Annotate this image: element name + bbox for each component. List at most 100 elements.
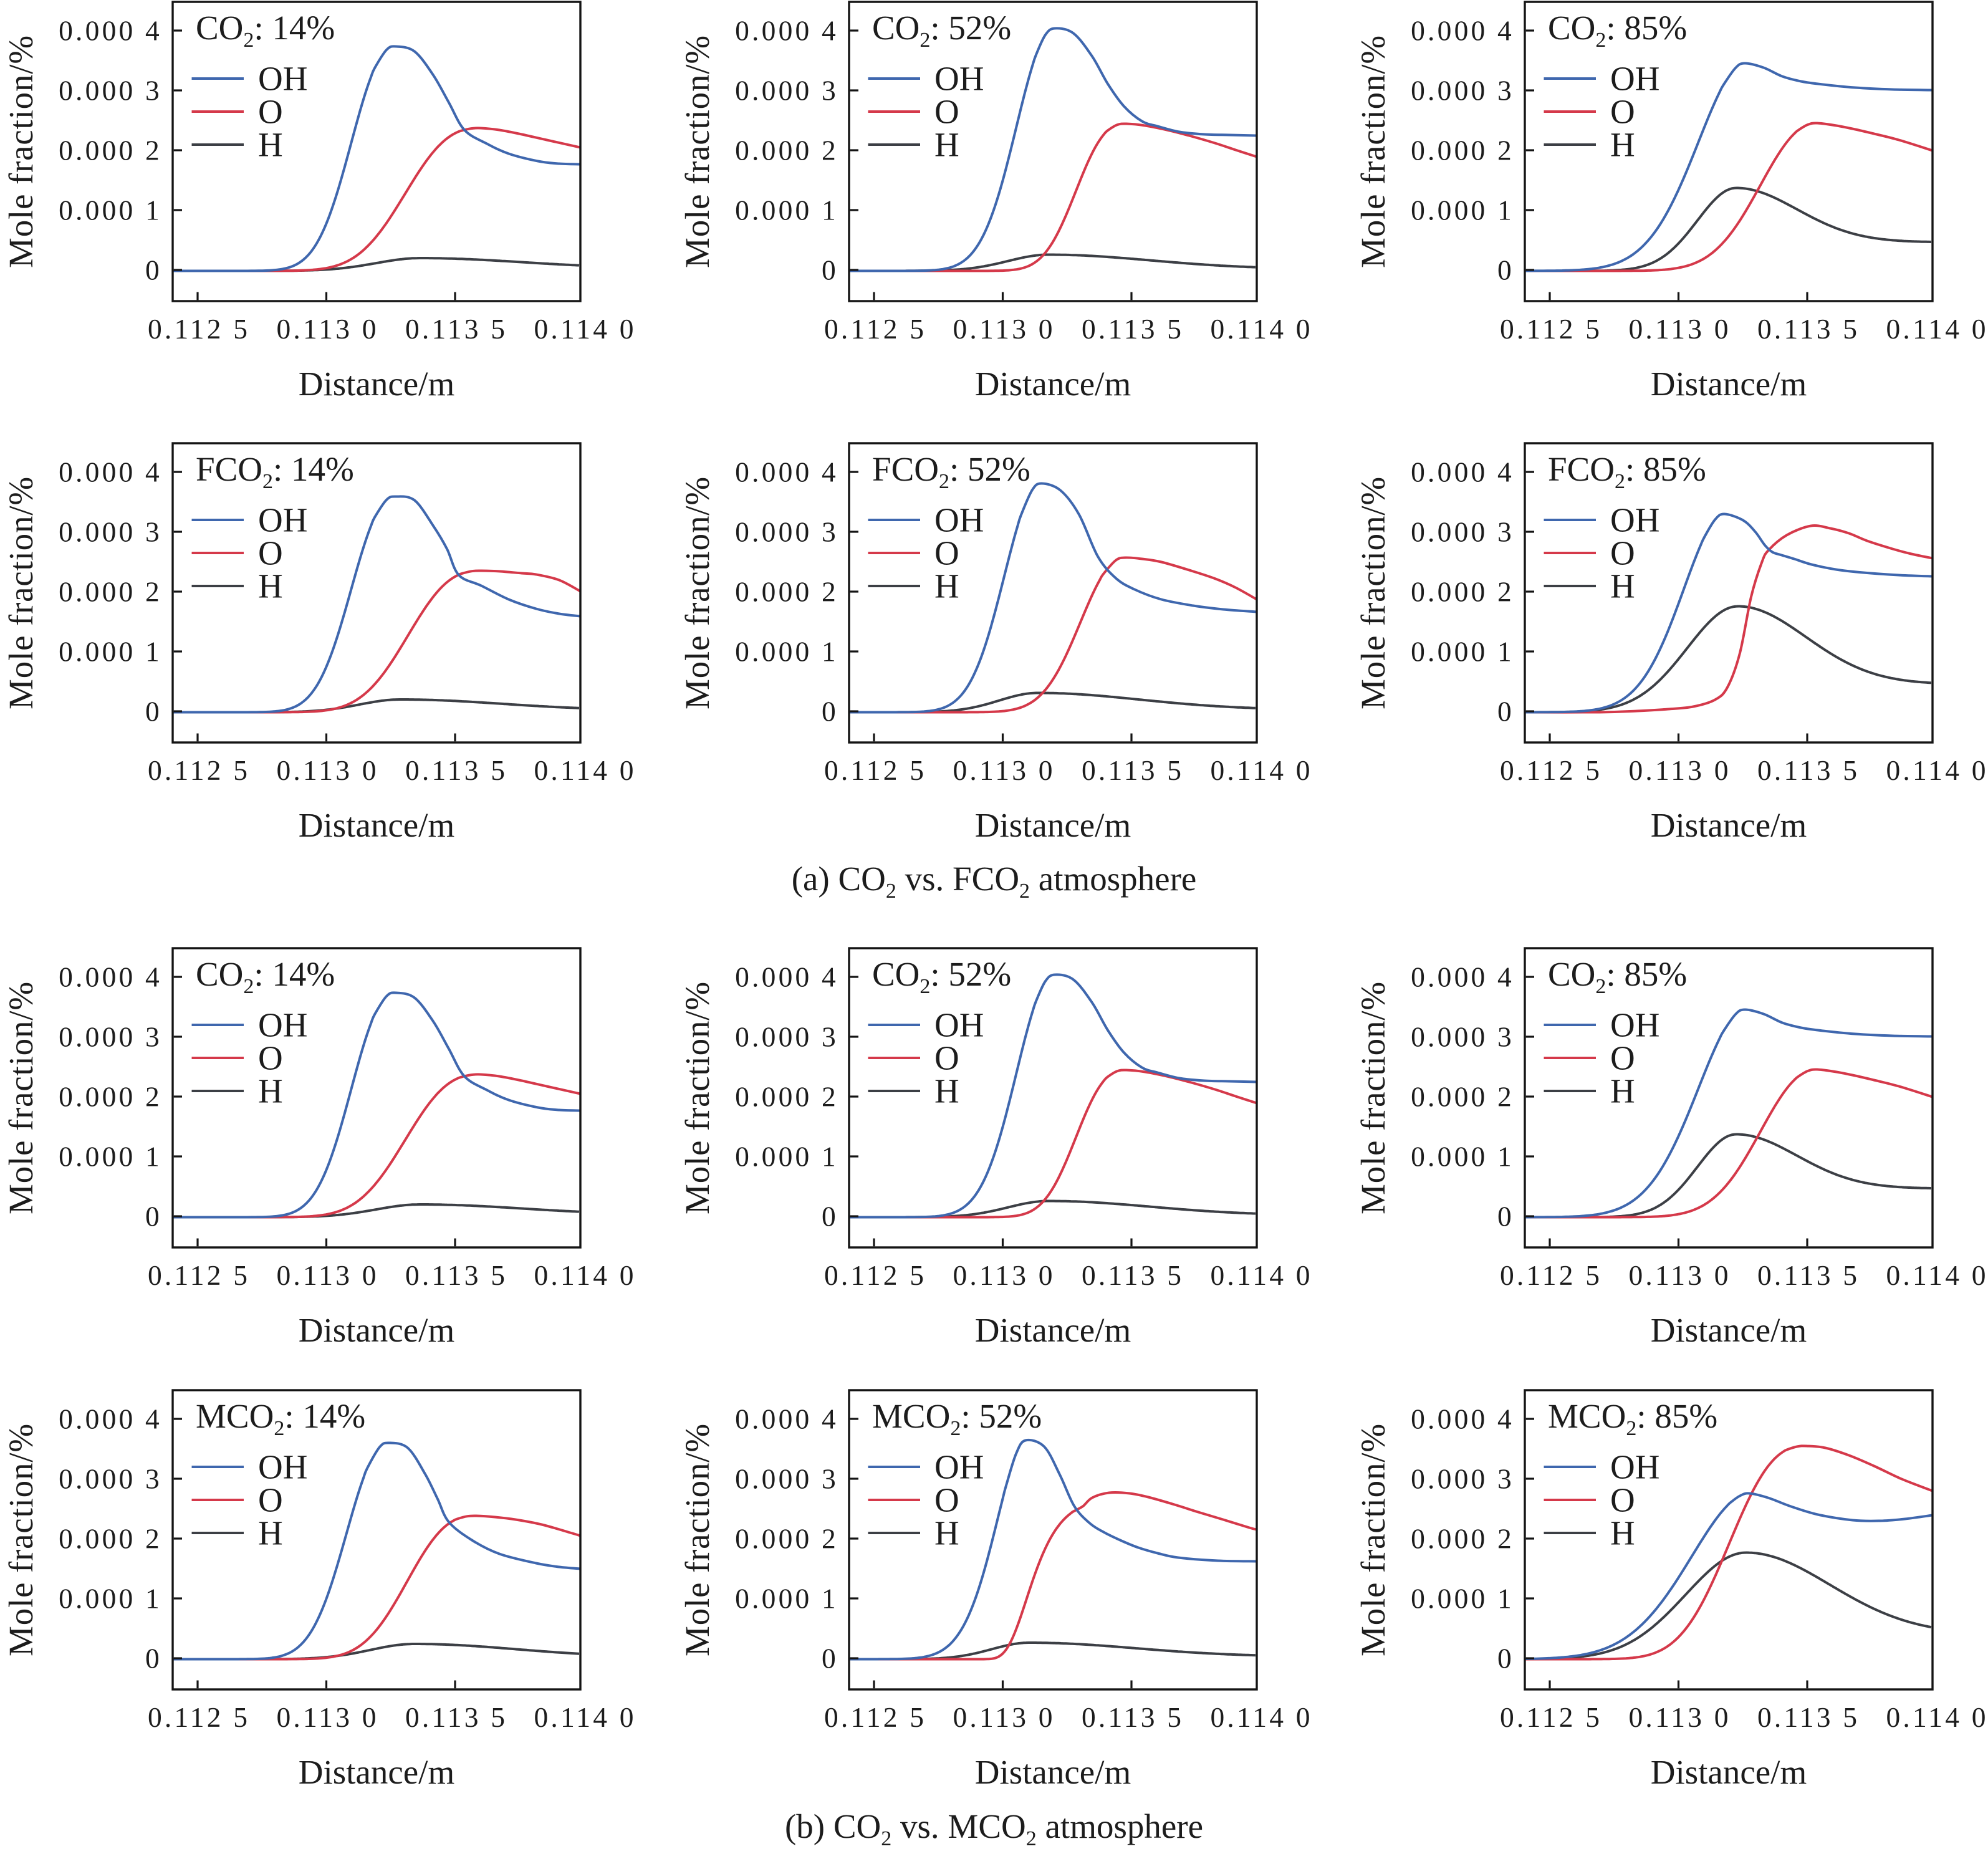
svg-text:O: O: [934, 1039, 959, 1077]
svg-text:O: O: [1610, 1481, 1635, 1519]
svg-text:0: 0: [822, 1201, 838, 1232]
svg-text:Mole fraction/%: Mole fraction/%: [2, 476, 40, 709]
svg-text:0.113 0: 0.113 0: [1628, 754, 1731, 786]
svg-text:OH: OH: [258, 1448, 307, 1486]
svg-text:0.000 3: 0.000 3: [1411, 75, 1514, 107]
svg-text:0.000 4: 0.000 4: [59, 961, 162, 993]
svg-text:0.113 5: 0.113 5: [1757, 1259, 1860, 1291]
svg-text:0.112 5: 0.112 5: [1500, 1259, 1602, 1291]
svg-text:0.113 0: 0.113 0: [953, 313, 1055, 345]
svg-text:0.000 3: 0.000 3: [735, 516, 838, 548]
svg-text:0.114 0: 0.114 0: [534, 754, 636, 786]
svg-text:0.112 5: 0.112 5: [824, 313, 926, 345]
svg-text:0.000 4: 0.000 4: [735, 456, 838, 488]
svg-text:H: H: [258, 567, 283, 605]
svg-text:0: 0: [822, 1643, 838, 1674]
svg-text:0.000 2: 0.000 2: [1411, 576, 1514, 608]
svg-text:0.113 0: 0.113 0: [953, 1259, 1055, 1291]
svg-text:0.113 0: 0.113 0: [1628, 1701, 1731, 1733]
svg-text:0.114 0: 0.114 0: [1210, 1259, 1312, 1291]
svg-text:Mole fraction/%: Mole fraction/%: [678, 981, 716, 1214]
svg-text:0.114 0: 0.114 0: [1886, 754, 1988, 786]
svg-text:0.000 4: 0.000 4: [1411, 15, 1514, 47]
svg-text:0.112 5: 0.112 5: [148, 1701, 250, 1733]
svg-text:0.000 4: 0.000 4: [735, 1403, 838, 1435]
svg-text:Distance/m: Distance/m: [975, 1753, 1131, 1791]
svg-text:H: H: [258, 1072, 283, 1110]
svg-text:0.000 1: 0.000 1: [1411, 636, 1514, 668]
svg-text:0.000 1: 0.000 1: [59, 1141, 162, 1173]
svg-text:CO2: 14%: CO2: 14%: [196, 955, 335, 998]
svg-text:FCO2: 14%: FCO2: 14%: [196, 450, 354, 493]
svg-text:Distance/m: Distance/m: [299, 365, 454, 403]
svg-text:0.000 3: 0.000 3: [735, 1463, 838, 1495]
svg-text:Mole fraction/%: Mole fraction/%: [2, 981, 40, 1214]
svg-text:0: 0: [1497, 696, 1514, 728]
svg-text:0.113 5: 0.113 5: [1082, 1701, 1184, 1733]
svg-text:0.114 0: 0.114 0: [1210, 1701, 1312, 1733]
svg-text:0.000 2: 0.000 2: [735, 576, 838, 608]
svg-text:0.112 5: 0.112 5: [824, 1259, 926, 1291]
svg-text:0.114 0: 0.114 0: [1886, 1259, 1988, 1291]
svg-text:0.112 5: 0.112 5: [824, 754, 926, 786]
svg-text:0.000 1: 0.000 1: [735, 1583, 838, 1615]
svg-text:0: 0: [1497, 1201, 1514, 1232]
svg-text:0.000 4: 0.000 4: [735, 15, 838, 47]
svg-text:0.114 0: 0.114 0: [534, 1701, 636, 1733]
svg-text:0.000 1: 0.000 1: [1411, 195, 1514, 226]
svg-text:0.000 4: 0.000 4: [1411, 1403, 1514, 1435]
svg-text:Distance/m: Distance/m: [299, 1753, 454, 1791]
svg-text:OH: OH: [258, 1006, 307, 1044]
svg-text:0.112 5: 0.112 5: [148, 754, 250, 786]
svg-text:O: O: [934, 1481, 959, 1519]
svg-text:OH: OH: [1610, 1448, 1659, 1486]
svg-text:O: O: [258, 93, 283, 131]
svg-text:0.000 2: 0.000 2: [59, 576, 162, 608]
svg-text:CO2: 85%: CO2: 85%: [1548, 9, 1687, 52]
svg-text:0.114 0: 0.114 0: [1886, 1701, 1988, 1733]
svg-text:0.113 5: 0.113 5: [1082, 313, 1184, 345]
svg-text:0.000 2: 0.000 2: [1411, 135, 1514, 166]
svg-text:0.113 0: 0.113 0: [953, 754, 1055, 786]
svg-text:O: O: [1610, 534, 1635, 572]
svg-text:0.000 4: 0.000 4: [59, 15, 162, 47]
svg-text:0.000 1: 0.000 1: [59, 195, 162, 226]
svg-text:0.113 5: 0.113 5: [1082, 754, 1184, 786]
svg-text:0.113 0: 0.113 0: [1628, 1259, 1731, 1291]
svg-text:0: 0: [822, 254, 838, 286]
svg-text:0.000 2: 0.000 2: [59, 135, 162, 166]
svg-text:0.000 2: 0.000 2: [735, 1523, 838, 1555]
svg-text:0.113 5: 0.113 5: [405, 754, 507, 786]
svg-text:OH: OH: [258, 501, 307, 539]
svg-text:0.000 1: 0.000 1: [735, 195, 838, 226]
svg-text:0.113 5: 0.113 5: [1757, 754, 1860, 786]
svg-text:0.113 5: 0.113 5: [405, 1259, 507, 1291]
svg-text:O: O: [934, 93, 959, 131]
svg-text:0.000 2: 0.000 2: [59, 1081, 162, 1113]
svg-text:O: O: [258, 1481, 283, 1519]
svg-text:H: H: [1610, 567, 1635, 605]
svg-text:0.113 0: 0.113 0: [276, 754, 378, 786]
svg-text:0.000 2: 0.000 2: [735, 1081, 838, 1113]
svg-text:H: H: [1610, 126, 1635, 164]
svg-text:CO2: 14%: CO2: 14%: [196, 9, 335, 52]
svg-text:0.000 3: 0.000 3: [59, 1463, 162, 1495]
svg-text:0.000 3: 0.000 3: [735, 1021, 838, 1053]
svg-text:CO2: 85%: CO2: 85%: [1548, 955, 1687, 998]
svg-text:(b) CO2 vs. MCO2 atmosphere: (b) CO2 vs. MCO2 atmosphere: [785, 1807, 1203, 1850]
svg-text:0.113 5: 0.113 5: [1757, 313, 1860, 345]
svg-text:O: O: [934, 534, 959, 572]
svg-text:0: 0: [822, 696, 838, 728]
svg-text:H: H: [934, 567, 959, 605]
svg-text:0: 0: [145, 1643, 162, 1674]
svg-text:Distance/m: Distance/m: [975, 1311, 1131, 1349]
svg-text:OH: OH: [1610, 501, 1659, 539]
svg-text:Mole fraction/%: Mole fraction/%: [2, 35, 40, 268]
svg-text:0.000 3: 0.000 3: [1411, 516, 1514, 548]
svg-text:0.000 3: 0.000 3: [59, 1021, 162, 1053]
svg-text:CO2: 52%: CO2: 52%: [872, 9, 1011, 52]
svg-text:Distance/m: Distance/m: [1651, 365, 1807, 403]
svg-text:0.000 2: 0.000 2: [1411, 1081, 1514, 1113]
svg-text:H: H: [1610, 1072, 1635, 1110]
svg-text:MCO2: 52%: MCO2: 52%: [872, 1397, 1042, 1440]
